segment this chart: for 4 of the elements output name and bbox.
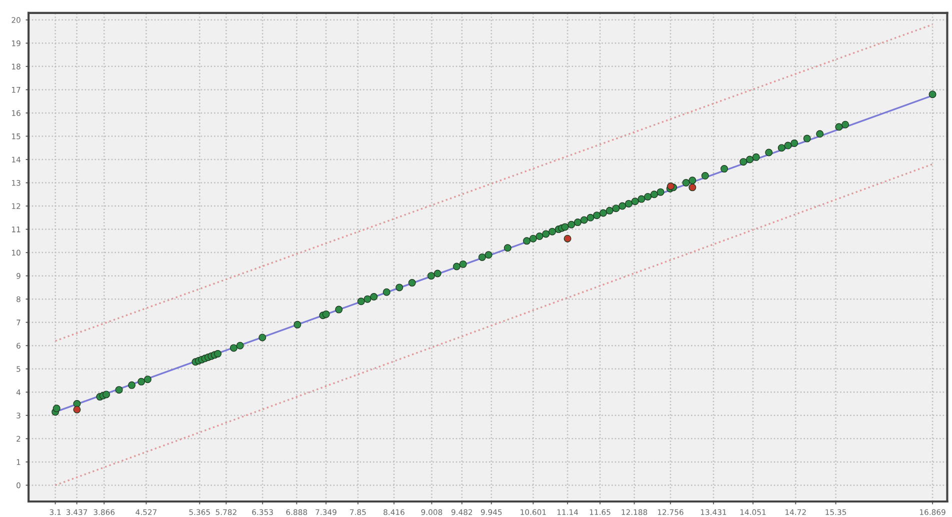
point [688, 184, 696, 192]
point [564, 234, 572, 242]
point [73, 406, 81, 414]
point [666, 182, 674, 190]
